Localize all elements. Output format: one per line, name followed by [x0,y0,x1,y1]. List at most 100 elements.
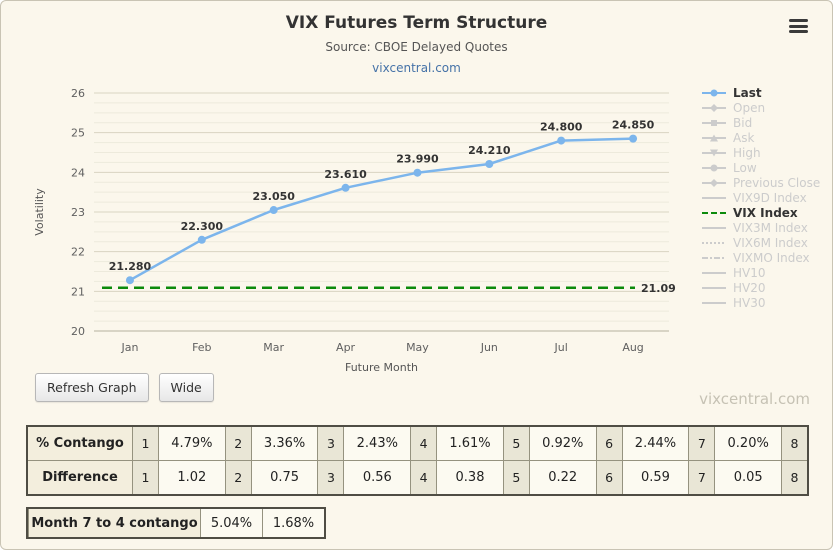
legend-item-label: VIXMO Index [733,250,810,265]
vixcentral-link[interactable]: vixcentral.com [372,61,461,75]
watermark-text: vixcentral.com [699,390,810,408]
table-cell: 4.79% [158,427,225,460]
summary-label: Month 7 to 4 contango [28,509,200,537]
svg-text:21: 21 [71,285,85,298]
table-cell: 0.92% [528,427,596,460]
legend-item-vixmo-index[interactable]: VIXMO Index [701,250,831,265]
table-cell: 5 [502,461,529,494]
table-cell: 3 [317,427,344,460]
table-cell: 0.22 [528,461,596,494]
legend-item-vix3m-index[interactable]: VIX3M Index [701,220,831,235]
legend-marker-icon [701,282,727,294]
legend-item-hv10[interactable]: HV10 [701,265,831,280]
table-cell: 8 [781,461,808,494]
legend-item-vix6m-index[interactable]: VIX6M Index [701,235,831,250]
legend-item-label: Bid [733,115,753,130]
legend-item-label: HV30 [733,295,766,310]
svg-text:21.280: 21.280 [109,260,152,273]
table-cell: 1 [132,427,158,460]
table-cell: 2.43% [343,427,411,460]
legend-item-high[interactable]: High [701,145,831,160]
svg-text:Feb: Feb [192,341,211,354]
legend-item-low[interactable]: Low [701,160,831,175]
hamburger-menu-icon[interactable] [789,19,808,33]
table-row: Difference 1 1.02 2 0.75 3 0.56 4 0.38 5 0.22 6 0.59… [28,460,808,494]
legend-item-ask[interactable]: Ask [701,130,831,145]
row-label: Difference [28,461,132,494]
svg-text:May: May [406,341,429,354]
legend-marker-icon [701,237,727,249]
legend-item-label: High [733,145,761,160]
svg-text:24: 24 [71,166,85,179]
wide-button[interactable]: Wide [158,373,214,402]
legend-marker-icon [701,297,727,309]
table-cell: 7 [688,461,715,494]
menu-bar [789,30,808,33]
svg-text:Future Month: Future Month [345,361,418,373]
table-cell: 0.56 [343,461,411,494]
svg-text:23.610: 23.610 [324,168,367,181]
chart-header: VIX Futures Term Structure Source: CBOE … [1,13,832,76]
legend-marker-icon [701,147,727,159]
table-cell: 5 [502,427,529,460]
table-cell: 1.02 [158,461,225,494]
summary-value-1: 5.04% [200,509,262,537]
svg-text:21.09: 21.09 [641,282,676,295]
table-cell: 7 [688,427,715,460]
menu-bar [789,19,808,22]
table-cell: 8 [781,427,808,460]
summary-table: Month 7 to 4 contango 5.04% 1.68% [26,507,326,539]
table-cell: 3.36% [250,427,318,460]
svg-text:23.050: 23.050 [252,190,295,203]
legend-item-vix-index[interactable]: VIX Index [701,205,831,220]
legend-item-bid[interactable]: Bid [701,115,831,130]
svg-text:23.990: 23.990 [396,153,439,166]
svg-text:25: 25 [71,127,85,140]
row-label: % Contango [28,427,132,460]
legend-item-label: Low [733,160,757,175]
svg-text:20: 20 [71,325,85,338]
legend-marker-icon [701,207,727,219]
svg-text:24.800: 24.800 [540,121,583,134]
table-cell: 3 [317,461,344,494]
legend-item-last[interactable]: Last [701,85,831,100]
chart-buttons: Refresh Graph Wide [35,373,214,402]
svg-text:23: 23 [71,206,85,219]
table-cell: 2 [224,461,251,494]
chart-subtitle: Source: CBOE Delayed Quotes [325,40,508,54]
legend-item-label: Previous Close [733,175,821,190]
table-cell: 0.75 [250,461,318,494]
legend-item-hv20[interactable]: HV20 [701,280,831,295]
table-cell: 6 [595,461,622,494]
legend-marker-icon [701,102,727,114]
legend-marker-icon [701,162,727,174]
chart-svg[interactable]: 20 21 22 23 24 25 26 Jan Feb Mar Apr May Jun Jul Aug Fu… [29,81,689,373]
legend-item-label: VIX6M Index [733,235,808,250]
legend-marker-icon [701,252,727,264]
legend-item-label: HV10 [733,265,766,280]
svg-text:24.210: 24.210 [468,144,511,157]
summary-value-2: 1.68% [262,509,324,537]
legend-marker-icon [701,192,727,204]
table-cell: 0.59 [621,461,689,494]
legend-item-vix9d-index[interactable]: VIX9D Index [701,190,831,205]
table-cell: 2 [224,427,251,460]
svg-text:Volatility: Volatility [33,188,46,236]
legend-item-previous-close[interactable]: Previous Close [701,175,831,190]
menu-bar [789,24,808,28]
table-cell: 0.20% [714,427,782,460]
legend-item-open[interactable]: Open [701,100,831,115]
table-row: % Contango 1 4.79% 2 3.36% 3 2.43% 4 1.61% 5 0.92%… [28,427,808,460]
legend-item-label: VIX Index [733,205,798,220]
legend-item-hv30[interactable]: HV30 [701,295,831,310]
table-cell: 6 [595,427,622,460]
svg-text:Aug: Aug [622,341,643,354]
table-cell: 1.61% [436,427,503,460]
table-cell: 4 [410,461,437,494]
refresh-graph-button[interactable]: Refresh Graph [35,373,149,402]
legend: Last Open Bid Ask High Low Previous Close VIX9D… [701,85,831,310]
svg-text:Mar: Mar [263,341,284,354]
legend-item-label: HV20 [733,280,766,295]
legend-item-label: Last [733,85,762,100]
legend-marker-icon [701,222,727,234]
